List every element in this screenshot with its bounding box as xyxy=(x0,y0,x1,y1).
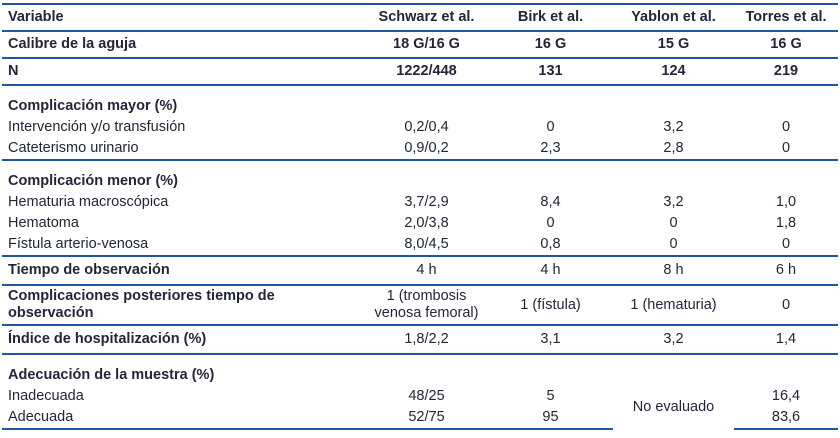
row-inadecuada: Inadecuada 48/25 5 No evaluado 16,4 xyxy=(2,386,838,415)
cell-value: 0 xyxy=(734,234,838,257)
cell-value: 0 xyxy=(734,285,838,326)
cell-value: 131 xyxy=(488,58,613,86)
row-label: Hematoma xyxy=(8,215,79,231)
row-label: Inadecuada xyxy=(8,388,84,404)
cell-value: 16 G xyxy=(488,31,613,59)
row-intervencion: Intervención y/o transfusión 0,2/0,4 0 3… xyxy=(2,117,838,138)
row-fistula: Fístula arterio-venosa 8,0/4,5 0,8 0 0 xyxy=(2,234,838,257)
column-header-schwarz: Schwarz et al. xyxy=(365,3,488,32)
cell-value: 0,9/0,2 xyxy=(365,138,488,161)
cell-value: 3,2 xyxy=(663,194,684,210)
row-indice-hospitalizacion: Índice de hospitalización (%) 1,8/2,2 3,… xyxy=(2,325,838,355)
cell-value: 52/75 xyxy=(365,407,488,430)
cell-value: 3,1 xyxy=(488,325,613,355)
cell-value: 0,2/0,4 xyxy=(404,119,449,135)
cell-value: 95 xyxy=(488,407,613,430)
cell-value: 8,0/4,5 xyxy=(365,234,488,257)
cell-value: 16,4 xyxy=(771,388,801,404)
complications-comparison-table: Variable Schwarz et al. Birk et al. Yabl… xyxy=(2,3,838,430)
cell-value: 3,2 xyxy=(613,325,734,355)
cell-value: 0 xyxy=(669,215,678,231)
row-label: Índice de hospitalización (%) xyxy=(2,325,365,355)
cell-value: 1 (fístula) xyxy=(488,285,613,326)
section-header: Complicación mayor (%) xyxy=(8,98,178,114)
row-n: N 1222/448 131 124 219 xyxy=(2,58,838,86)
cell-value: 15 G xyxy=(613,31,734,59)
cell-value: 1,0 xyxy=(775,194,797,210)
row-section-complicacion-menor: Complicación menor (%) xyxy=(2,160,838,192)
cell-value: 0 xyxy=(734,138,838,161)
cell-value: 0 xyxy=(546,119,555,135)
cell-value: 83,6 xyxy=(734,407,838,430)
cell-value: 48/25 xyxy=(408,388,445,404)
section-header: Adecuación de la muestra (%) xyxy=(8,367,215,383)
cell-value: 2,8 xyxy=(613,138,734,161)
cell-value: 6 h xyxy=(734,256,838,286)
cell-value: 8,4 xyxy=(540,194,561,210)
cell-value: 8 h xyxy=(613,256,734,286)
cell-value: 0,8 xyxy=(488,234,613,257)
row-tiempo-observacion: Tiempo de observación 4 h 4 h 8 h 6 h xyxy=(2,256,838,286)
row-adecuada: Adecuada 52/75 95 83,6 xyxy=(2,407,838,430)
row-cateterismo: Cateterismo urinario 0,9/0,2 2,3 2,8 0 xyxy=(2,138,838,161)
row-label: Intervención y/o transfusión xyxy=(8,119,186,135)
row-label: Cateterismo urinario xyxy=(2,138,365,161)
row-complicaciones-posteriores: Complicaciones posteriores tiempo de obs… xyxy=(2,285,838,326)
row-label: Hematuria macroscópica xyxy=(8,194,169,210)
cell-value: 0 xyxy=(781,119,791,135)
column-header-birk: Birk et al. xyxy=(488,3,613,32)
row-label: Calibre de la aguja xyxy=(2,31,365,59)
cell-value: 3,2 xyxy=(663,119,684,135)
row-label: Tiempo de observación xyxy=(2,256,365,286)
row-calibre: Calibre de la aguja 18 G/16 G 16 G 15 G … xyxy=(2,31,838,59)
row-label: Fístula arterio-venosa xyxy=(2,234,365,257)
cell-value: 18 G/16 G xyxy=(365,31,488,59)
row-label: N xyxy=(2,58,365,86)
column-header-torres: Torres et al. xyxy=(734,3,838,32)
cell-value: 2,0/3,8 xyxy=(404,215,449,231)
cell-value: 4 h xyxy=(488,256,613,286)
cell-value: 1,4 xyxy=(734,325,838,355)
cell-value: 3,7/2,9 xyxy=(404,194,449,210)
row-label: Adecuada xyxy=(2,407,365,430)
cell-no-evaluado: No evaluado xyxy=(632,399,715,415)
row-section-complicacion-mayor: Complicación mayor (%) xyxy=(2,85,838,117)
cell-value: 4 h xyxy=(365,256,488,286)
cell-value: 0 xyxy=(613,234,734,257)
column-header-yablon: Yablon et al. xyxy=(613,3,734,32)
cell-value: 0 xyxy=(546,215,555,231)
row-hematuria: Hematuria macroscópica 3,7/2,9 8,4 3,2 1… xyxy=(2,192,838,213)
row-hematoma: Hematoma 2,0/3,8 0 0 1,8 xyxy=(2,213,838,234)
cell-value: 16 G xyxy=(734,31,838,59)
cell-value: 1,8 xyxy=(775,215,797,231)
cell-value: 1,8/2,2 xyxy=(365,325,488,355)
cell-value: 219 xyxy=(734,58,838,86)
cell-value: 2,3 xyxy=(488,138,613,161)
cell-value: 1 (hematuria) xyxy=(613,285,734,326)
row-label: Complicaciones posteriores tiempo de obs… xyxy=(2,285,365,326)
row-section-adecuacion: Adecuación de la muestra (%) xyxy=(2,354,838,386)
row-column-headers: Variable Schwarz et al. Birk et al. Yabl… xyxy=(2,3,838,32)
cell-value: 5 xyxy=(546,388,555,404)
cell-value: 1222/448 xyxy=(365,58,488,86)
section-header: Complicación menor (%) xyxy=(8,173,178,189)
column-header-variable: Variable xyxy=(2,3,365,32)
cell-value: 1 (trombosis venosa femoral) xyxy=(365,285,488,326)
cell-value: 124 xyxy=(613,58,734,86)
